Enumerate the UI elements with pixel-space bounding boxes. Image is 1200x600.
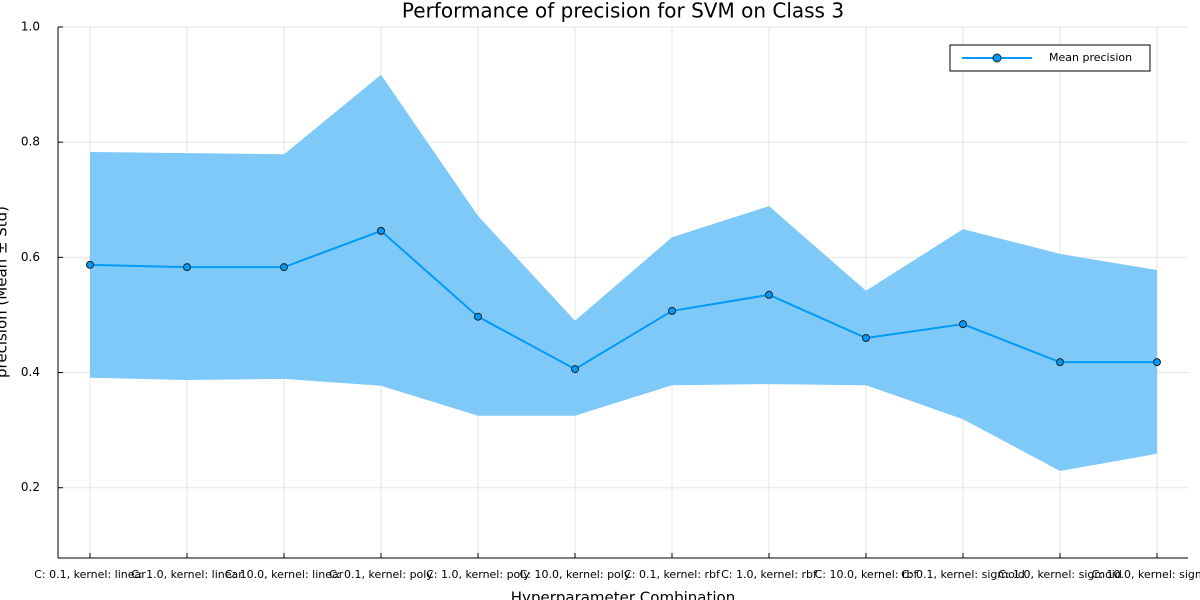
x-tick-label: C: 10.0, kernel: poly <box>520 568 631 581</box>
marker <box>86 260 94 269</box>
marker <box>1153 358 1161 367</box>
chart-title: Performance of precision for SVM on Clas… <box>402 0 844 23</box>
x-tick-label: C: 1.0, kernel: rbf <box>721 568 818 581</box>
marker <box>668 306 676 315</box>
y-tick-label: 0.8 <box>21 135 40 149</box>
marker <box>959 320 967 329</box>
marker <box>765 290 773 299</box>
line <box>89 229 1157 371</box>
marker <box>571 365 579 374</box>
marker <box>280 263 288 272</box>
marker <box>474 312 482 321</box>
x-tick-label: C: 0.1, kernel: poly <box>329 568 433 581</box>
x-tick-label: C: 10.0, kernel: linear <box>225 568 344 581</box>
x-tick-label: C: 10.0, kernel: sigmoid <box>1092 568 1200 581</box>
legend-box <box>949 44 1151 72</box>
x-tick-label: C: 0.1, kernel: rbf <box>624 568 721 581</box>
y-tick-label: 0.4 <box>21 365 40 379</box>
band <box>90 74 1157 472</box>
legend-marker <box>992 53 1002 63</box>
x-tick-label: C: 10.0, kernel: rbf <box>815 568 919 581</box>
marker <box>1056 358 1064 367</box>
x-axis-label: Hyperparameter Combination <box>511 589 735 600</box>
legend-label: Mean precision <box>1049 51 1132 64</box>
x-tick-label: C: 1.0, kernel: linear <box>131 568 243 581</box>
x-tick-label: C: 0.1, kernel: sigmoid <box>901 568 1025 581</box>
x-tick-label: C: 1.0, kernel: poly <box>426 568 530 581</box>
y-tick-label: 1.0 <box>21 20 40 34</box>
marker <box>183 263 191 272</box>
marker <box>377 226 385 235</box>
y-axis-label: precision (Mean ± Std) <box>0 206 11 378</box>
x-tick-label: C: 0.1, kernel: linear <box>34 568 146 581</box>
marker <box>862 333 870 342</box>
y-tick-label: 0.6 <box>21 250 40 264</box>
y-tick-label: 0.2 <box>21 480 40 494</box>
x-tick-label: C: 1.0, kernel: sigmoid <box>998 568 1122 581</box>
